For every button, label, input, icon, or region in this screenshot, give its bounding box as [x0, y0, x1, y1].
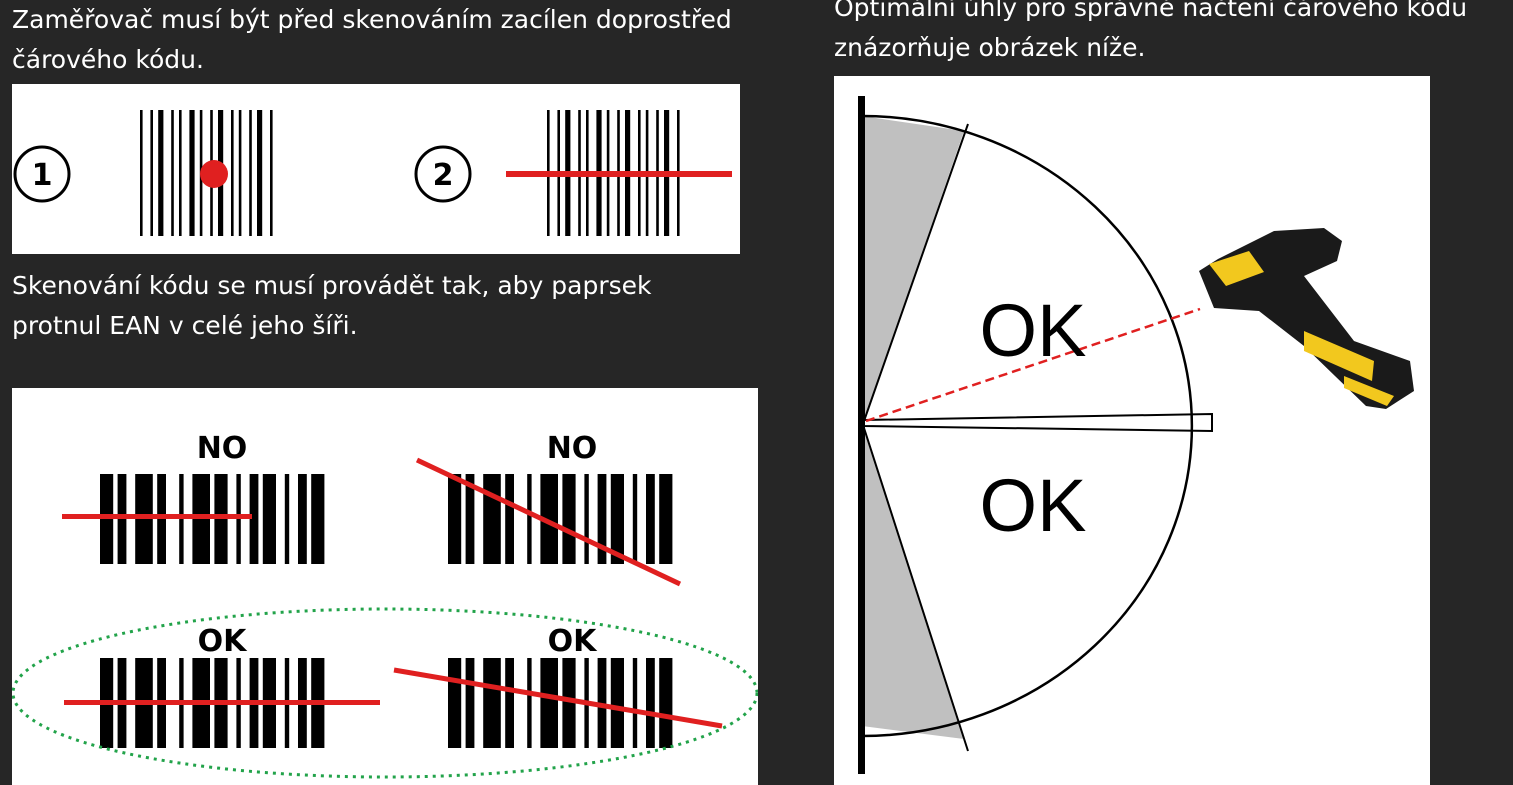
barcode-bar	[659, 474, 673, 564]
barcode-bar	[298, 474, 307, 564]
barcode-bar	[562, 474, 576, 564]
aim-instruction-line-1: Zaměřovač musí být před skenováním zacíl…	[12, 5, 732, 34]
barcode-bar	[448, 474, 462, 564]
scan-instruction-line-1: Skenování kódu se musí provádět tak, aby…	[12, 271, 652, 300]
barcode-bar	[610, 474, 624, 564]
barcode-bar	[257, 110, 263, 236]
laser-beam-icon	[865, 307, 1201, 423]
barcode-bar	[150, 110, 153, 236]
barcode-bar	[270, 110, 273, 236]
barcode-bar	[189, 110, 195, 236]
angle-arc	[861, 114, 1194, 738]
barcode-bar	[448, 658, 462, 748]
lower-ok-label: OK	[980, 464, 1087, 547]
barcode-bar	[646, 474, 655, 564]
barcode-bar	[465, 474, 475, 564]
barcode-bar	[249, 110, 252, 236]
upper-invalid-zone	[862, 116, 964, 421]
angle-instruction-line-1: Optimální úhly pro správné načtení čárov…	[834, 0, 1468, 22]
laser-full-icon	[64, 700, 380, 705]
upper-boundary-line	[863, 123, 969, 422]
barcode-bar	[465, 658, 475, 748]
barcode-bar	[231, 110, 234, 236]
barcode-bar	[284, 474, 290, 564]
barcode-bar	[597, 474, 607, 564]
barcode-bar	[249, 474, 259, 564]
barcode-no-steep	[448, 474, 673, 564]
aim-dot-icon	[200, 160, 228, 188]
barcode-surface	[858, 96, 865, 774]
laser-angled-icon	[393, 667, 723, 729]
barcode-bar	[527, 474, 532, 564]
ok-label-left: OK	[198, 624, 249, 659]
barcode-bar	[483, 474, 501, 564]
laser-partial-icon	[62, 514, 252, 519]
barcode-bar	[632, 658, 638, 748]
angle-figure: OK OK	[834, 76, 1430, 785]
ok-label-right: OK	[548, 624, 599, 659]
barcode-bar	[140, 110, 143, 236]
barcode-bar	[610, 658, 624, 748]
barcode-bar	[540, 474, 558, 564]
no-label-right: NO	[547, 431, 598, 466]
step-two-number: 2	[433, 158, 454, 193]
aim-instruction-line-2: čárového kódu.	[12, 45, 204, 74]
barcode-bar	[562, 658, 576, 748]
ok-highlight-ellipse	[12, 607, 758, 779]
barcode-bar	[540, 658, 558, 748]
step-two-marker: 2	[414, 145, 472, 203]
barcode-bar	[505, 658, 514, 748]
barcode-bar	[311, 474, 325, 564]
angle-instruction-line-2: znázorňuje obrázek níže.	[834, 33, 1146, 62]
step-one-number: 1	[32, 158, 53, 193]
scan-instruction-line-2: protnul EAN v celé jeho šíři.	[12, 311, 358, 340]
barcode-scanner-icon	[1199, 228, 1414, 409]
scan-examples-figure: NO NO OK OK	[12, 388, 758, 785]
barcode-bar	[505, 474, 514, 564]
laser-steep-icon	[415, 457, 682, 587]
lower-boundary-line	[863, 427, 969, 752]
barcode-bar	[632, 474, 638, 564]
barcode-bar	[646, 658, 655, 748]
aiming-figure: 1 2	[12, 84, 740, 254]
barcode-bar	[238, 110, 242, 236]
laser-line-icon	[506, 171, 732, 177]
upper-ok-label: OK	[980, 289, 1087, 372]
barcode-bar	[584, 474, 589, 564]
barcode-ok-angled	[448, 658, 673, 748]
barcode-bar	[179, 110, 182, 236]
barcode-bar	[158, 110, 164, 236]
barcode-bar	[659, 658, 673, 748]
barcode-bar	[171, 110, 174, 236]
barcode-bar	[262, 474, 276, 564]
no-label-left: NO	[197, 431, 248, 466]
center-narrow-wedge	[863, 412, 1213, 433]
barcode-bar	[527, 658, 532, 748]
barcode-bar	[483, 658, 501, 748]
step-one-marker: 1	[13, 145, 71, 203]
